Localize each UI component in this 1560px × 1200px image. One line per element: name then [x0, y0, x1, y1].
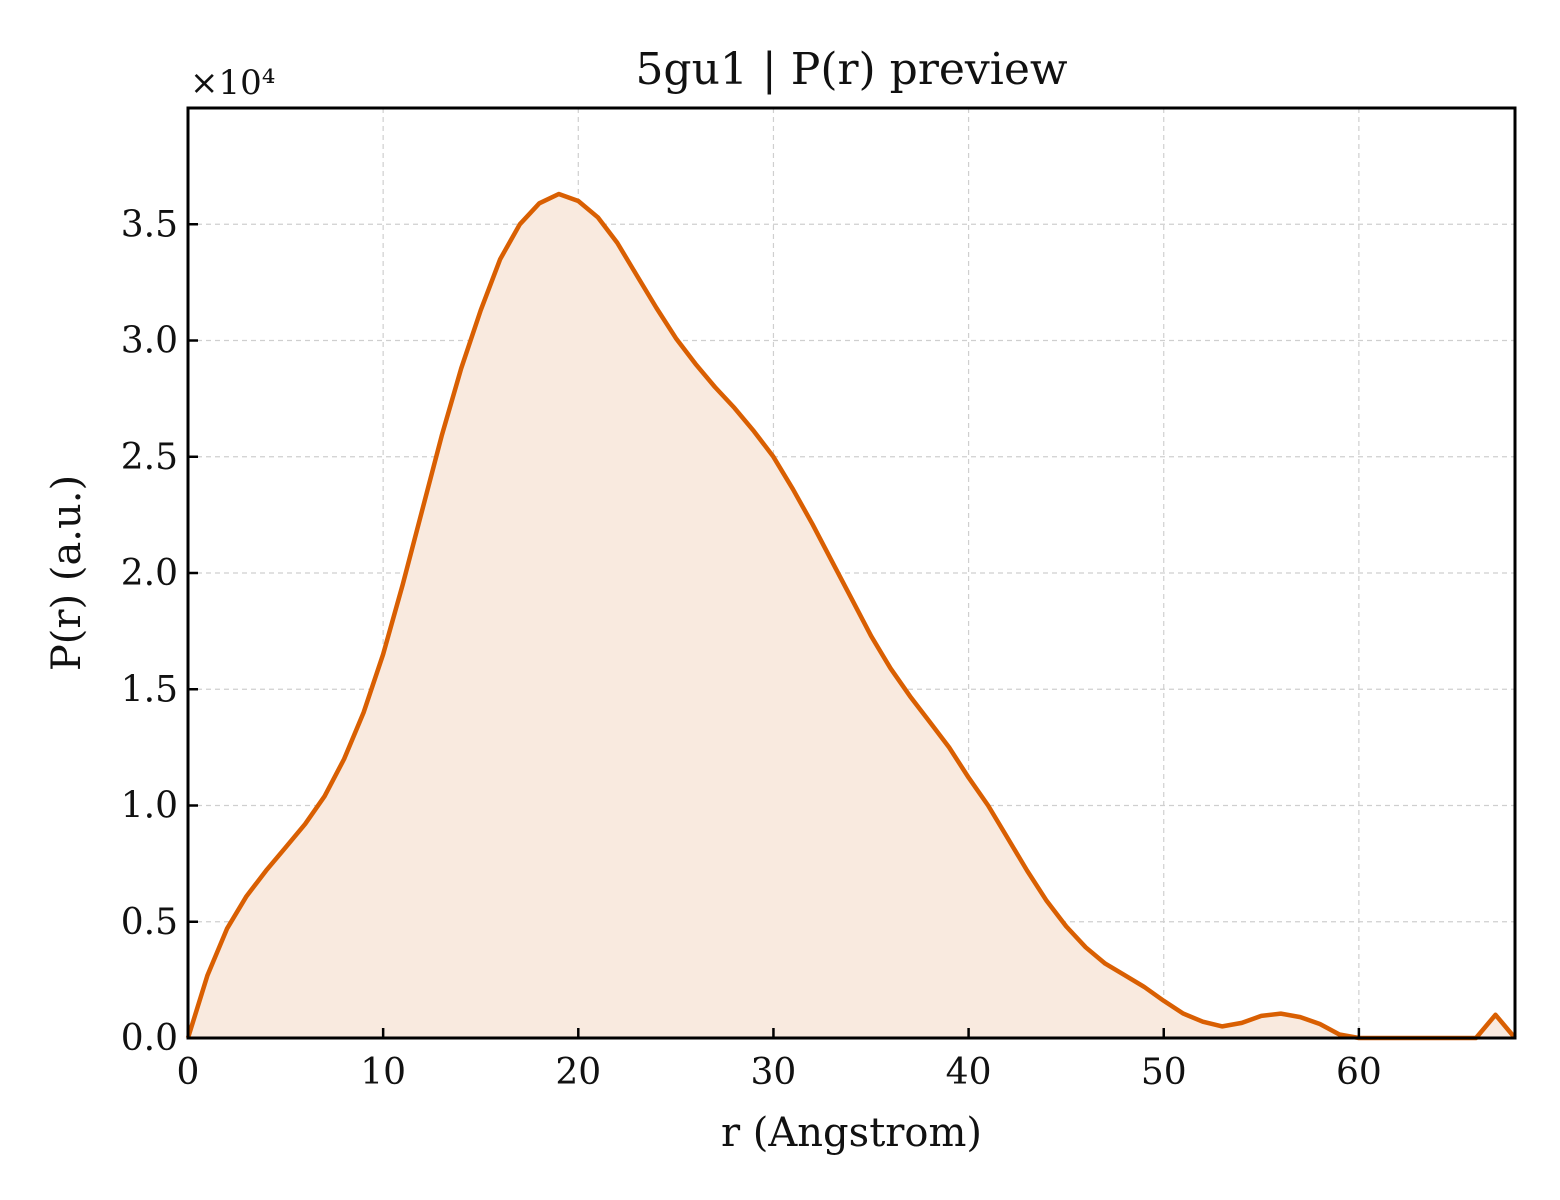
y-tick-label: 1.5 — [121, 669, 178, 710]
y-tick-label: 0.5 — [121, 902, 178, 943]
x-tick-label: 10 — [360, 1052, 406, 1093]
y-tick-label: 3.0 — [121, 321, 178, 362]
chart-title: 5gu1 | P(r) preview — [635, 44, 1067, 95]
series-area-fill — [188, 194, 1515, 1038]
axis-ticks: 0 10 20 30 40 50 60 0.0 0.5 1.0 1.5 2.0 2.5 3.0 3.5 — [121, 204, 1382, 1093]
x-tick-label: 30 — [751, 1052, 797, 1093]
y-tick-label: 1.0 — [121, 786, 178, 827]
y-tick-label: 2.0 — [121, 553, 178, 594]
y-axis-label: P(r) (a.u.) — [44, 475, 90, 671]
y-axis-multiplier: ×10⁴ — [190, 63, 275, 103]
y-tick-label: 0.0 — [121, 1018, 178, 1059]
y-tick-label: 2.5 — [121, 437, 178, 478]
x-tick-label: 0 — [177, 1052, 200, 1093]
x-axis-label: r (Angstrom) — [721, 1110, 982, 1156]
x-tick-label: 60 — [1336, 1052, 1382, 1093]
y-tick-label: 3.5 — [121, 204, 178, 245]
x-tick-label: 20 — [555, 1052, 601, 1093]
x-tick-label: 50 — [1141, 1052, 1187, 1093]
series-line — [185, 191, 1517, 1041]
x-tick-label: 40 — [946, 1052, 992, 1093]
